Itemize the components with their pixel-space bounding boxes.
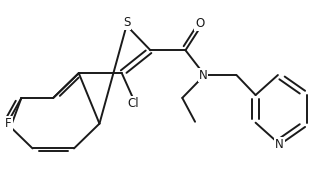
Text: N: N <box>199 69 207 82</box>
Text: S: S <box>123 16 130 29</box>
Text: F: F <box>5 117 12 130</box>
Text: Cl: Cl <box>127 97 139 110</box>
Text: O: O <box>195 17 204 30</box>
Text: N: N <box>275 138 284 151</box>
